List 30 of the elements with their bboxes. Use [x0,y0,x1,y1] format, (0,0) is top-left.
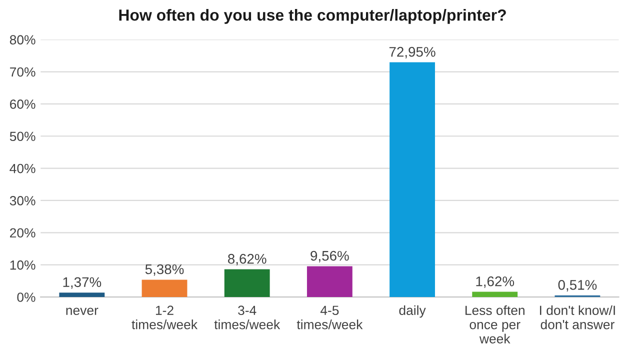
data-label: 9,56% [310,250,349,262]
chart-title: How often do you use the computer/laptop/printer? [119,9,506,24]
data-label: 5,38% [145,264,184,276]
data-label: 1,37% [63,277,102,289]
y-tick-label: 80% [10,35,36,45]
bar [142,280,188,297]
data-label: 0,51% [558,280,597,292]
y-tick-label: 0% [17,292,36,302]
y-tick-label: 40% [10,164,36,174]
bar [390,62,435,297]
y-tick-label: 50% [10,132,36,142]
x-tick-label: 3-4 times/week [214,306,280,330]
bar [59,292,105,297]
x-tick-label: 1-2 times/week [132,306,198,330]
x-tick-label: 4-5 times/week [296,306,363,330]
x-tick-label: daily [399,305,426,318]
y-tick-label: 30% [10,196,36,206]
x-tick-label: never [66,308,98,316]
x-tick-label: I don't know/I don't answer [540,305,615,330]
y-tick-label: 10% [10,260,36,270]
y-tick-label: 70% [10,67,36,77]
data-label: 8,62% [228,254,266,266]
y-tick-label: 60% [10,100,36,109]
x-tick-label: Less often once per week [466,305,524,344]
bar [306,266,352,297]
y-tick-label: 20% [10,228,36,238]
bar [224,269,270,297]
data-label: 72,95% [389,46,436,58]
bar [472,292,518,297]
data-label: 1,62% [476,276,514,288]
